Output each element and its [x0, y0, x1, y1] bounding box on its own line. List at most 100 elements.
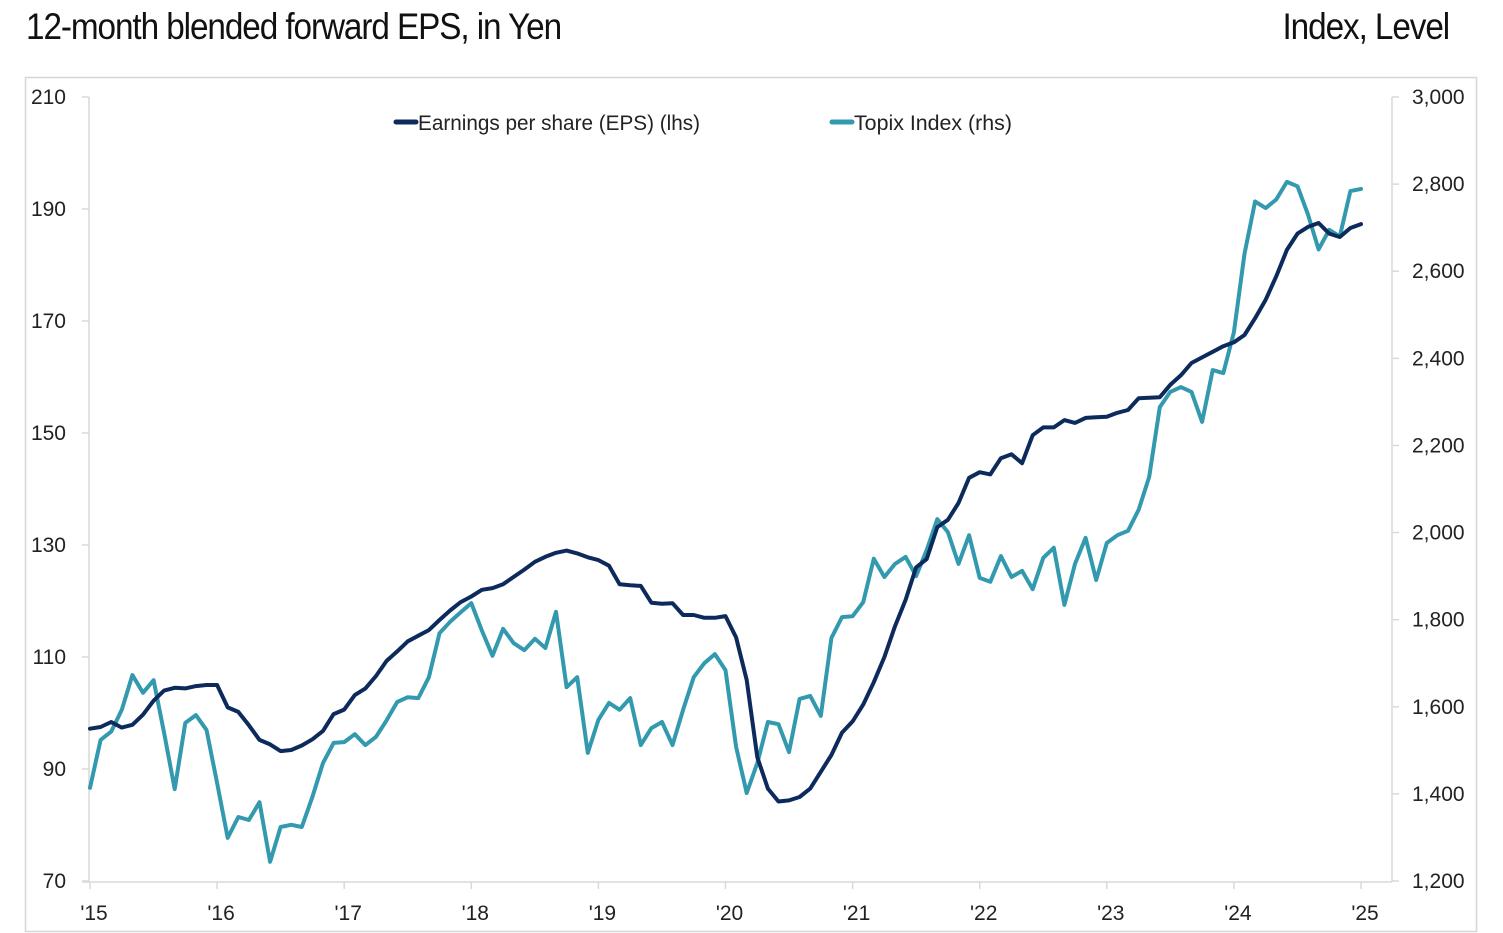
topix-data-point: [533, 637, 537, 641]
topix-data-point: [565, 685, 569, 689]
topix-data-point: [1221, 371, 1225, 375]
topix-data-point: [162, 731, 166, 735]
eps-data-point: [904, 598, 908, 602]
eps-data-point: [1052, 425, 1056, 429]
eps-data-point: [501, 582, 505, 586]
topix-data-point: [1010, 575, 1014, 579]
topix-data-point: [777, 722, 781, 726]
topix-data-point: [1094, 578, 1098, 582]
chart-title: 12-month blended forward EPS, in Yen: [26, 6, 562, 47]
eps-data-point: [215, 683, 219, 687]
eps-data-point: [374, 674, 378, 678]
eps-data-point: [957, 501, 961, 505]
x-tick-label: '22: [970, 902, 997, 925]
topix-data-point: [882, 575, 886, 579]
topix-data-point: [321, 761, 325, 765]
eps-data-point: [268, 742, 272, 746]
eps-data-point: [882, 655, 886, 659]
topix-data-point: [554, 610, 558, 614]
topix-data-point: [1041, 556, 1045, 560]
eps-data-point: [1115, 411, 1119, 415]
right-axis-title: Index, Level: [1282, 6, 1450, 47]
topix-points: [88, 180, 1363, 864]
eps-data-point: [1137, 396, 1141, 400]
eps-data-point: [872, 680, 876, 684]
eps-data-point: [152, 699, 156, 703]
legend: Earnings per share (EPS) (lhs) Topix Ind…: [393, 112, 1012, 135]
topix-data-point: [575, 675, 579, 679]
x-tick-label: '16: [207, 902, 234, 925]
eps-data-point: [1211, 350, 1215, 354]
eps-data-point: [893, 624, 897, 628]
eps-data-point: [851, 719, 855, 723]
topix-data-point: [1232, 330, 1236, 334]
series-line-eps: [88, 221, 1363, 804]
eps-data-point: [639, 584, 643, 588]
topix-data-point: [967, 533, 971, 537]
eps-data-point: [798, 795, 802, 799]
eps-data-point: [829, 753, 833, 757]
eps-data-point: [1232, 340, 1236, 344]
topix-data-point: [183, 721, 187, 725]
eps-data-point: [459, 600, 463, 604]
eps-data-point: [491, 586, 495, 590]
eps-data-point: [194, 684, 198, 688]
topix-data-point: [745, 791, 749, 795]
topix-data-point: [130, 673, 134, 677]
eps-data-point: [596, 558, 600, 562]
eps-data-point: [628, 583, 632, 587]
topix-data-point: [1168, 390, 1172, 394]
topix-data-point: [819, 714, 823, 718]
topix-data-point: [1062, 603, 1066, 607]
topix-data-point: [300, 825, 304, 829]
eps-data-point: [840, 731, 844, 735]
topix-data-point: [1126, 529, 1130, 533]
topix-data-point: [522, 648, 526, 652]
x-tick-label: '20: [716, 902, 743, 925]
topix-data-point: [1190, 390, 1194, 394]
eps-data-point: [1348, 226, 1352, 230]
topix-data-point: [459, 610, 463, 614]
topix-data-point: [268, 860, 272, 864]
topix-data-point: [205, 728, 209, 732]
eps-data-point: [543, 555, 547, 559]
eps-data-point: [819, 770, 823, 774]
topix-data-point: [438, 631, 442, 635]
x-tick-label: '25: [1351, 902, 1378, 925]
left-tick-label: 210: [31, 86, 66, 109]
topix-data-point: [851, 614, 855, 618]
eps-points: [88, 221, 1363, 804]
right-tick-label: 2,600: [1412, 260, 1465, 283]
topix-data-point: [342, 740, 346, 744]
left-tick-label: 170: [31, 310, 66, 333]
topix-data-point: [724, 668, 728, 672]
left-tick-label: 130: [31, 534, 66, 557]
topix-data-point: [766, 720, 770, 724]
eps-data-point: [130, 723, 134, 727]
eps-data-point: [808, 787, 812, 791]
topix-data-point: [957, 562, 961, 566]
topix-data-point: [109, 730, 113, 734]
eps-data-point: [1264, 298, 1268, 302]
topix-data-point: [893, 562, 897, 566]
eps-data-point: [469, 595, 473, 599]
eps-data-point: [1221, 344, 1225, 348]
topix-data-point: [872, 557, 876, 561]
topix-data-point: [226, 836, 230, 840]
topix-data-point: [152, 678, 156, 682]
eps-data-point: [120, 726, 124, 730]
eps-data-point: [755, 755, 759, 759]
eps-data-point: [1073, 421, 1077, 425]
topix-data-point: [1317, 247, 1321, 251]
right-tick-label: 2,200: [1412, 434, 1465, 457]
topix-data-point: [1211, 368, 1215, 372]
eps-data-point: [946, 518, 950, 522]
eps-data-point: [522, 568, 526, 572]
eps-data-point: [1359, 222, 1363, 226]
eps-data-point: [1105, 415, 1109, 419]
x-tick-label: '17: [335, 902, 362, 925]
topix-data-point: [469, 601, 473, 605]
topix-data-point: [310, 795, 314, 799]
eps-data-point: [88, 727, 92, 731]
topix-data-point: [512, 641, 516, 645]
